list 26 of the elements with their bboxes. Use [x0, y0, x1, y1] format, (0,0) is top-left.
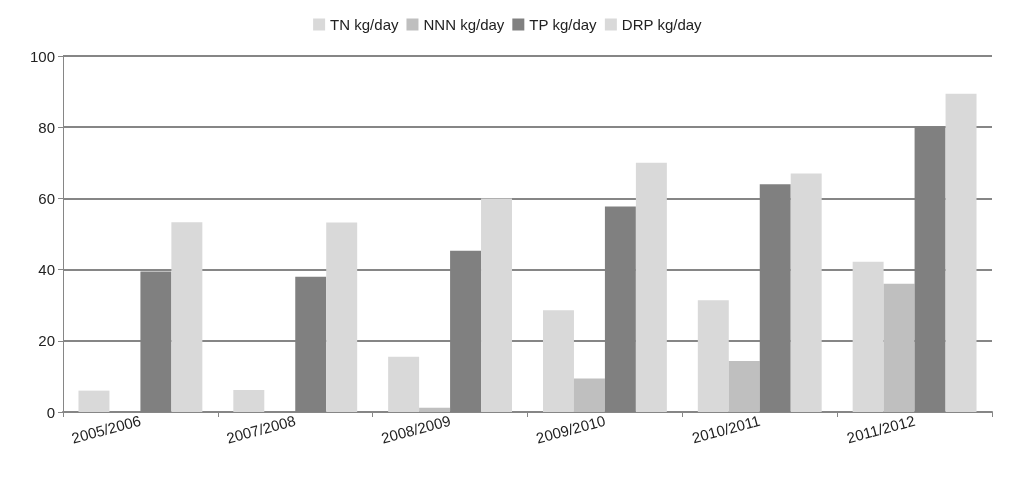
bar [233, 389, 265, 412]
bar [883, 283, 915, 412]
bar [728, 361, 760, 412]
bar [171, 222, 203, 412]
bar [573, 378, 605, 412]
bar [78, 390, 110, 412]
legend-label: TP kg/day [529, 16, 598, 33]
legend-label: NNN kg/day [423, 16, 505, 33]
bar [419, 407, 451, 412]
legend-label: TN kg/day [330, 16, 399, 33]
y-tick-label: 0 [46, 403, 55, 421]
bar [542, 310, 574, 412]
bar [945, 93, 977, 412]
legend-label: DRP kg/day [621, 16, 703, 33]
y-tick-label: 100 [29, 47, 55, 65]
bar [697, 300, 729, 412]
y-tick-label: 20 [38, 332, 55, 350]
bar [635, 162, 667, 412]
y-tick-label: 60 [38, 189, 55, 207]
bar [790, 173, 822, 412]
bar [852, 261, 884, 412]
y-tick-label: 80 [38, 118, 55, 136]
bar [388, 356, 420, 412]
y-tick-label: 40 [38, 261, 55, 279]
bar [326, 222, 358, 412]
bar [481, 198, 513, 412]
